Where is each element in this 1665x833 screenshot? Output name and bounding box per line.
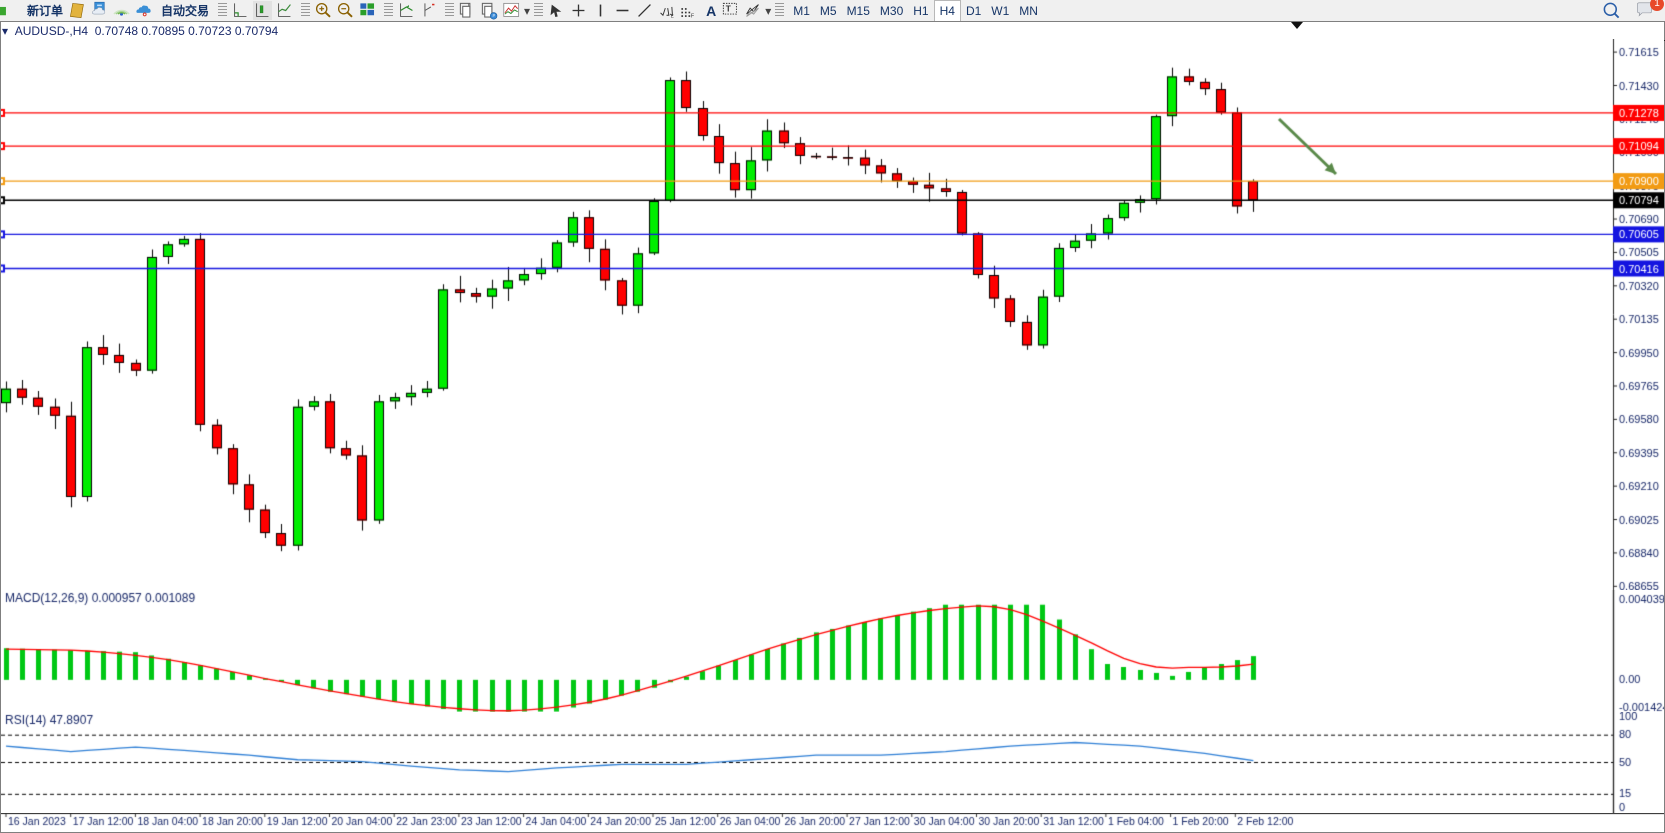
svg-text:F: F <box>691 14 695 20</box>
svg-text:E: E <box>671 13 674 19</box>
svg-text:T: T <box>726 4 731 14</box>
